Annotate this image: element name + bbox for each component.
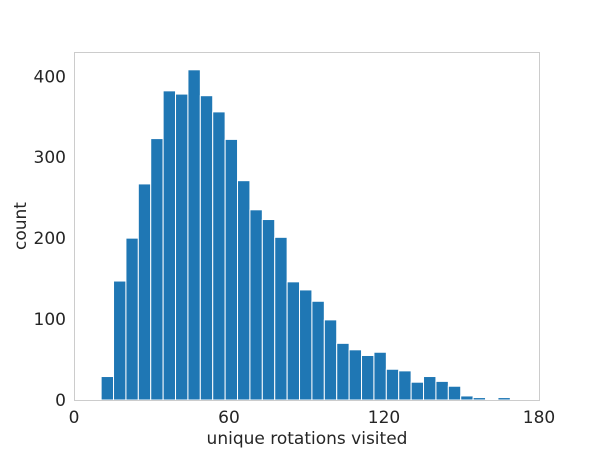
histogram-bar	[150, 138, 164, 401]
histogram-bar	[323, 319, 338, 401]
histogram-bar	[286, 281, 301, 401]
x-tick-label: 120	[368, 408, 400, 428]
y-tick-labels: 0 100 200 300 400	[34, 67, 66, 411]
histogram-bar	[100, 376, 115, 401]
y-tick-label: 300	[34, 148, 66, 168]
x-tick-label: 0	[69, 408, 80, 428]
histogram-bar	[199, 95, 214, 401]
histogram-bar	[447, 385, 462, 401]
histogram-bar	[348, 349, 363, 401]
histogram-bar	[497, 397, 511, 401]
histogram-bar	[410, 381, 425, 401]
x-tick-label: 60	[218, 408, 240, 428]
histogram-bar	[162, 90, 177, 401]
histogram-bar	[137, 183, 152, 401]
histogram-bar	[274, 236, 288, 401]
histogram-bar	[336, 342, 350, 401]
histogram-bar	[212, 111, 226, 401]
histogram-bar	[472, 397, 487, 401]
histogram-bar	[237, 180, 251, 401]
y-axis-label: count	[11, 202, 31, 250]
histogram-bar	[125, 237, 139, 401]
histogram-bar	[460, 395, 474, 401]
histogram-bar	[423, 376, 437, 401]
y-tick-label: 0	[55, 391, 66, 411]
histogram-bar	[187, 69, 201, 401]
histogram-bar	[249, 209, 263, 401]
histogram-bar	[299, 289, 313, 401]
histogram-bars	[100, 69, 511, 401]
plot-frame	[74, 52, 540, 401]
histogram-bar	[224, 138, 239, 401]
histogram-bar	[385, 368, 400, 401]
histogram-bar	[361, 354, 375, 401]
y-tick-label: 100	[34, 310, 66, 330]
histogram-bar	[113, 280, 127, 401]
histogram-bar	[175, 93, 189, 401]
histogram-bar	[311, 300, 325, 401]
x-tick-labels: 0 60 120 180	[69, 408, 556, 428]
y-tick-label: 200	[34, 229, 66, 249]
histogram-bar	[398, 370, 412, 401]
histogram-bar	[435, 380, 449, 401]
histogram-bar	[261, 219, 276, 401]
y-tick-label: 400	[34, 67, 66, 87]
x-axis-label: unique rotations visited	[207, 429, 408, 449]
histogram-bar	[373, 351, 387, 401]
x-tick-label: 180	[523, 408, 555, 428]
